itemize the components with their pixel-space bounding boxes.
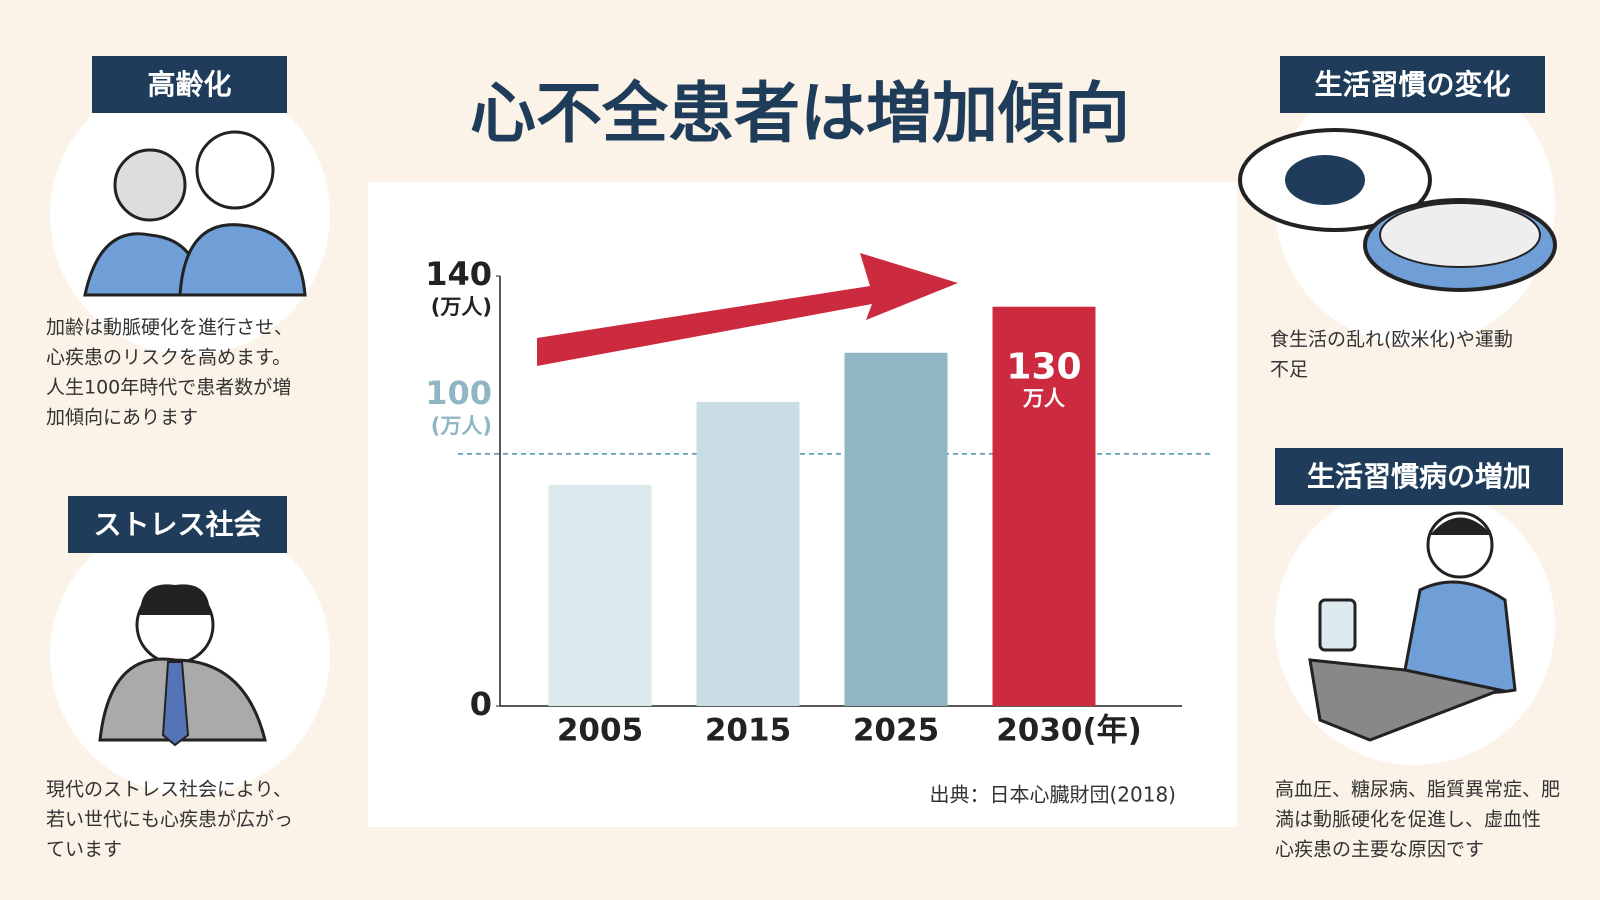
panel-text: 若い世代にも心疾患が広がっ <box>46 809 293 831</box>
bar <box>992 306 1096 706</box>
trend-arrow <box>537 253 958 366</box>
panel-heading: 生活習慣病の増加 <box>1307 460 1531 493</box>
panel-text: 不足 <box>1270 359 1308 381</box>
panel-text: 心疾患の主要な原因です <box>1275 839 1484 861</box>
panel-text: ています <box>46 839 122 861</box>
illustrations <box>50 65 1557 795</box>
panel-heading-box <box>92 56 287 113</box>
x-tick-label: 2015 <box>705 713 791 749</box>
bar <box>844 352 948 706</box>
reference-label: 100 <box>425 374 492 412</box>
panel-heading-box <box>1280 56 1545 113</box>
x-tick-label: 2030(年) <box>996 713 1142 749</box>
x-tick-label: 2005 <box>557 713 643 749</box>
x-tick-label: 2025 <box>853 713 939 749</box>
chart-title: 心不全患者は増加傾向 <box>470 75 1130 152</box>
reference-unit: (万人) <box>431 414 492 438</box>
panel-text: 食生活の乱れ(欧米化)や運動 <box>1270 329 1513 351</box>
bar <box>696 401 800 706</box>
panel-text: 加傾向にあります <box>46 407 198 429</box>
y-tick-label: 140 <box>425 255 492 293</box>
bar <box>548 484 652 706</box>
source: 出典：日本心臓財団(2018) <box>929 783 1176 807</box>
y-unit: (万人) <box>431 295 492 319</box>
value-label: 130 <box>1006 347 1081 388</box>
panel-text: 現代のストレス社会により、 <box>46 779 292 801</box>
panel-text: 加齢は動脈硬化を進行させ、 <box>46 317 293 339</box>
panel-heading: 高齢化 <box>147 68 231 101</box>
value-unit: 万人 <box>1022 387 1065 411</box>
panel-heading: ストレス社会 <box>93 508 261 541</box>
panel-text: 心疾患のリスクを高めます。 <box>46 347 291 369</box>
y-tick-label: 0 <box>470 685 492 723</box>
panel-heading: 生活習慣の変化 <box>1314 68 1510 101</box>
panel-heading-box <box>1275 448 1563 505</box>
panel-text: 満は動脈硬化を促進し、虚血性 <box>1275 809 1541 831</box>
panel-text: 人生100年時代で患者数が増 <box>46 377 291 399</box>
panel-text: 高血圧、糖尿病、脂質異常症、肥 <box>1275 779 1560 801</box>
side-panels: 高齢化加齢は動脈硬化を進行させ、心疾患のリスクを高めます。人生100年時代で患者… <box>46 56 1563 861</box>
panel-heading-box <box>68 496 287 553</box>
